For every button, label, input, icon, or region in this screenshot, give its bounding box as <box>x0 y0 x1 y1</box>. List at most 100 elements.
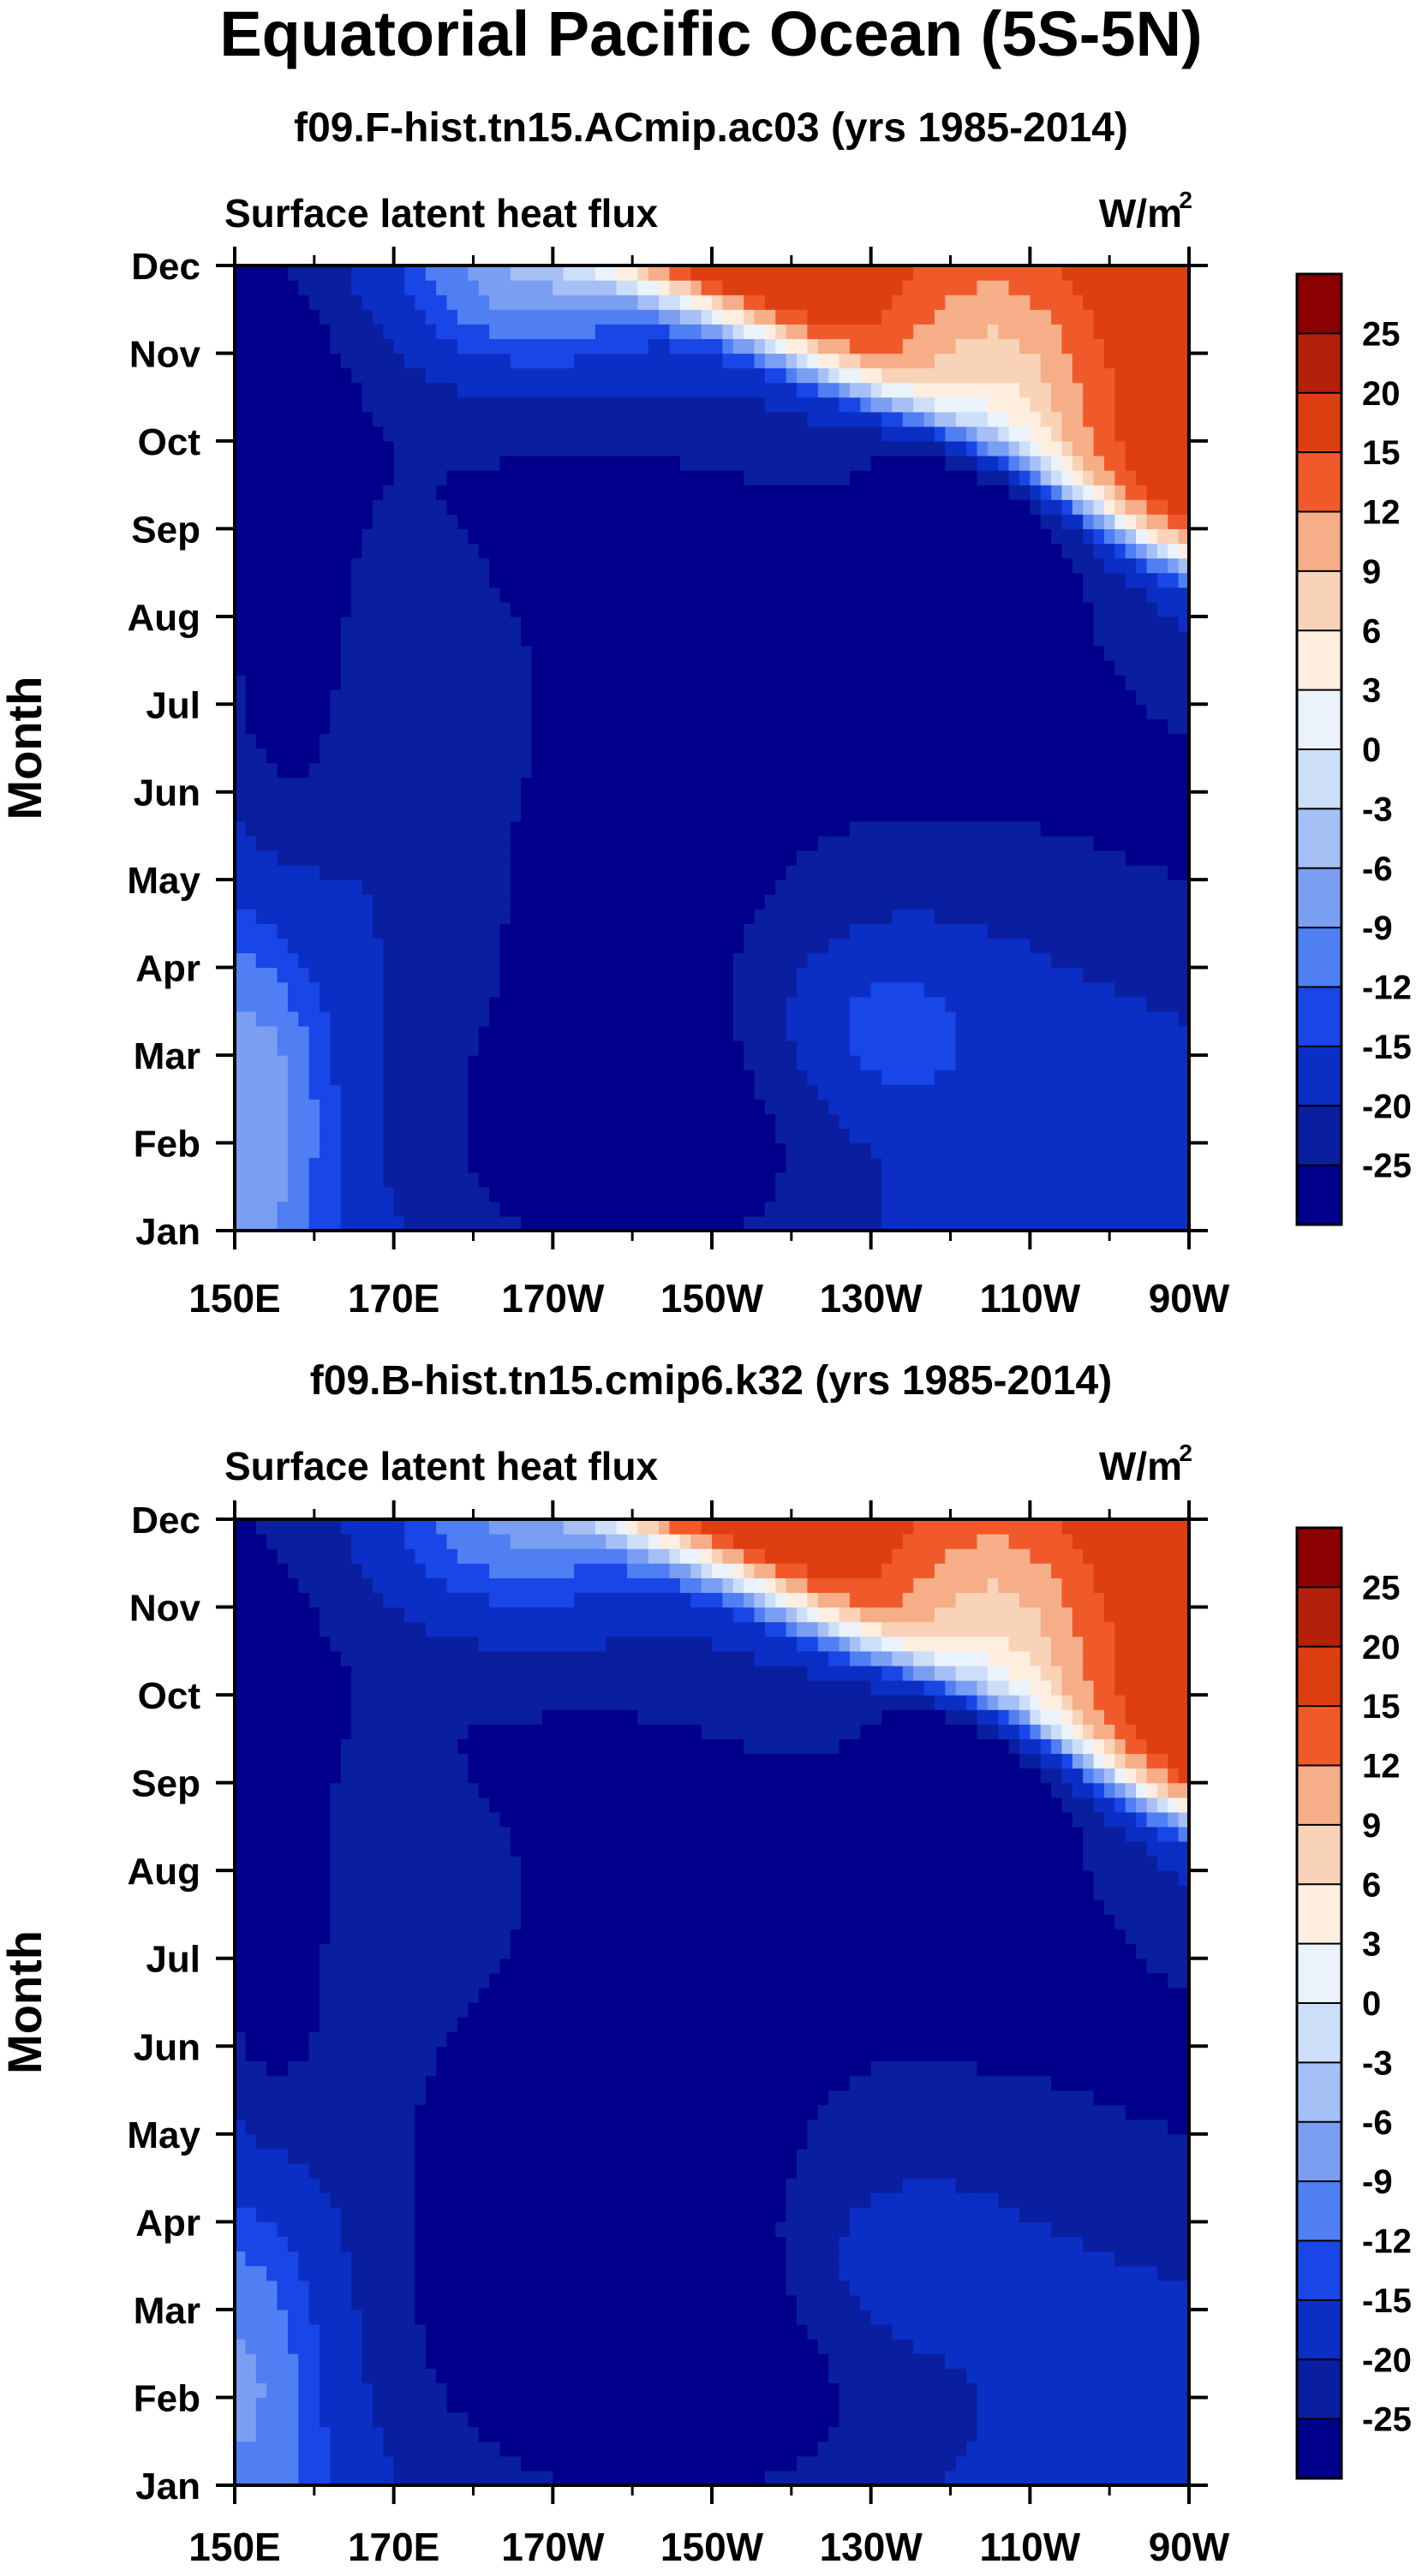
heatmap-cell <box>531 880 543 895</box>
heatmap-cell <box>383 850 395 866</box>
heatmap-cell <box>287 309 299 325</box>
heatmap-cell <box>648 499 660 515</box>
heatmap-cell <box>553 1142 565 1159</box>
heatmap-cell <box>468 748 480 764</box>
heatmap-cell <box>606 440 618 456</box>
heatmap-cell <box>330 748 342 764</box>
heatmap-cell <box>712 1011 723 1027</box>
heatmap-cell <box>955 382 967 398</box>
heatmap-cell <box>446 1186 458 1202</box>
heatmap-cell <box>415 894 427 909</box>
heatmap-cell <box>277 1186 289 1202</box>
heatmap-cell <box>330 630 342 647</box>
heatmap-cell <box>235 675 246 690</box>
heatmap-cell <box>383 499 395 515</box>
heatmap-cell <box>266 996 278 1012</box>
heatmap-cell <box>553 382 565 398</box>
heatmap-cell <box>807 1142 819 1159</box>
heatmap-cell <box>404 675 416 690</box>
heatmap-cell <box>797 280 808 295</box>
heatmap-cell <box>786 704 798 719</box>
heatmap-cell <box>744 981 756 998</box>
heatmap-cell <box>415 1099 427 1114</box>
heatmap-cell <box>754 1070 766 1085</box>
heatmap-cell <box>902 367 914 384</box>
heatmap-cell <box>934 1186 946 1202</box>
heatmap-cell <box>828 514 840 529</box>
heatmap-cell <box>712 850 723 866</box>
heatmap-cell <box>499 455 511 471</box>
heatmap-cell <box>679 1113 691 1130</box>
heatmap-cell <box>277 1113 289 1130</box>
heatmap-cell <box>744 791 756 808</box>
heatmap-cell <box>574 645 586 661</box>
heatmap-cell <box>966 601 978 617</box>
heatmap-cell <box>287 558 299 574</box>
heatmap-cell <box>828 1099 840 1114</box>
heatmap-cell <box>553 1113 565 1130</box>
heatmap-cell <box>701 660 713 676</box>
heatmap-cell <box>648 1157 660 1173</box>
heatmap-cell <box>648 909 660 925</box>
heatmap-cell <box>732 1201 744 1217</box>
heatmap-cell <box>266 645 278 661</box>
heatmap-cell <box>626 1084 638 1100</box>
heatmap-cell <box>807 645 819 661</box>
heatmap-cell <box>998 850 1010 866</box>
heatmap-cell <box>478 353 490 369</box>
heatmap-cell <box>849 440 861 456</box>
heatmap-cell <box>383 689 395 705</box>
heatmap-cell <box>764 660 776 676</box>
heatmap-cell <box>499 1070 511 1085</box>
heatmap-cell <box>817 1011 829 1027</box>
heatmap-cell <box>521 762 533 778</box>
heatmap-cell <box>320 748 331 764</box>
heatmap-cell <box>361 850 373 866</box>
heatmap-cell <box>594 470 606 486</box>
heatmap-cell <box>372 967 384 983</box>
heatmap-cell <box>892 324 904 339</box>
heatmap-cell <box>1030 1025 1042 1041</box>
heatmap-cell <box>425 426 437 442</box>
heatmap-cell <box>860 967 872 983</box>
heatmap-cell <box>987 806 999 822</box>
heatmap-cell <box>817 382 829 398</box>
heatmap-cell <box>584 938 596 954</box>
heatmap-cell <box>732 923 744 939</box>
heatmap-cell <box>828 1041 840 1056</box>
heatmap-cell <box>913 967 925 983</box>
heatmap-cell <box>722 1172 734 1188</box>
heatmap-cell <box>521 601 533 617</box>
heatmap-cell <box>277 295 289 310</box>
heatmap-cell <box>839 265 851 281</box>
heatmap-cell <box>648 1099 660 1114</box>
heatmap-cell <box>361 543 373 559</box>
heatmap-cell <box>934 572 946 588</box>
heatmap-cell <box>393 719 405 735</box>
heatmap-cell <box>648 382 660 398</box>
heatmap-cell <box>817 265 829 281</box>
heatmap-cell <box>934 485 946 500</box>
heatmap-cell <box>235 309 246 325</box>
heatmap-cell <box>308 440 320 456</box>
heatmap-cell <box>744 865 756 880</box>
heatmap-cell <box>531 952 543 969</box>
heatmap-cell <box>383 1070 395 1085</box>
heatmap-cell <box>987 367 999 384</box>
heatmap-cell <box>754 675 766 690</box>
heatmap-cell <box>637 880 649 895</box>
heatmap-cell <box>425 367 437 384</box>
heatmap-cell <box>277 806 289 822</box>
heatmap-cell <box>478 996 490 1012</box>
heatmap-cell <box>478 1099 490 1114</box>
heatmap-cell <box>923 1070 935 1085</box>
heatmap-cell <box>478 1041 490 1056</box>
heatmap-cell <box>817 1084 829 1100</box>
heatmap-cell <box>902 1186 914 1202</box>
heatmap-cell <box>287 397 299 413</box>
heatmap-cell <box>892 1186 904 1202</box>
heatmap-cell <box>860 748 872 764</box>
heatmap-cell <box>616 426 628 442</box>
heatmap-cell <box>870 1099 882 1114</box>
heatmap-cell <box>775 719 787 735</box>
